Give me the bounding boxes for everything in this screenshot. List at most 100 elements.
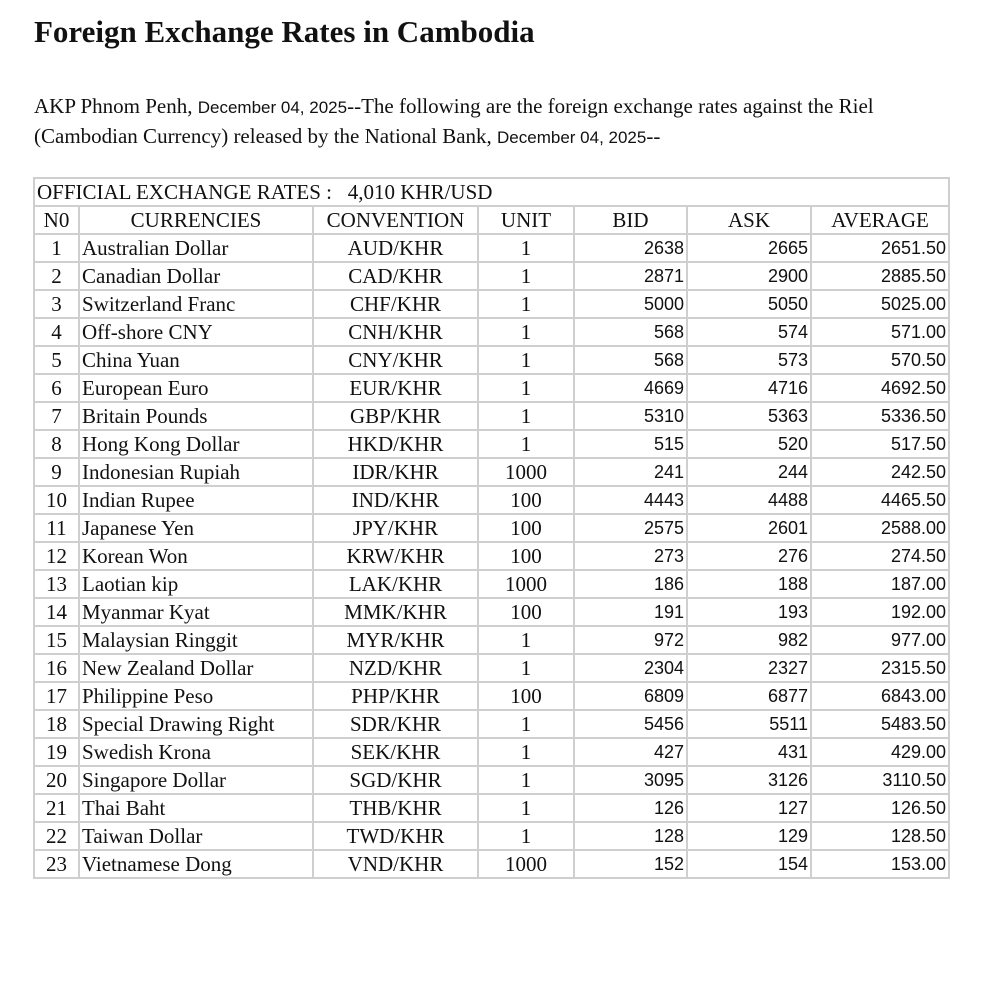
cell-ask: 573	[686, 345, 812, 375]
cell-currency: Korean Won	[78, 541, 314, 571]
cell-number: 2	[33, 261, 80, 291]
table-row: 16 New Zealand Dollar NZD/KHR 1 2304 2327 2315…	[33, 653, 951, 683]
cell-unit: 1	[477, 429, 575, 459]
cell-ask: 982	[686, 625, 812, 655]
cell-ask: 5050	[686, 289, 812, 319]
cell-unit: 100	[477, 485, 575, 515]
cell-bid: 273	[573, 541, 688, 571]
cell-currency: Vietnamese Dong	[78, 849, 314, 879]
cell-average: 571.00	[809, 317, 951, 347]
official-rate-row: OFFICIAL EXCHANGE RATES : 4,010 KHR/USD	[32, 177, 951, 207]
cell-bid: 2304	[573, 653, 688, 683]
cell-average: 2588.00	[809, 513, 951, 543]
cell-unit: 1000	[477, 849, 575, 879]
cell-unit: 1	[477, 401, 575, 431]
cell-average: 242.50	[809, 457, 951, 487]
cell-unit: 1	[477, 793, 575, 823]
cell-ask: 276	[686, 541, 812, 571]
cell-ask: 574	[686, 317, 812, 347]
cell-currency: Canadian Dollar	[78, 261, 314, 291]
cell-average: 6843.00	[809, 681, 951, 711]
cell-currency: Britain Pounds	[78, 401, 314, 431]
table-row: 11 Japanese Yen JPY/KHR 100 2575 2601 2588.00	[33, 513, 951, 543]
table-row: 3 Switzerland Franc CHF/KHR 1 5000 5050 5025.0…	[33, 289, 951, 319]
cell-convention: PHP/KHR	[312, 681, 479, 711]
table-row: 6 European Euro EUR/KHR 1 4669 4716 4692.50	[33, 373, 951, 403]
cell-convention: TWD/KHR	[312, 821, 479, 851]
table-row: 15 Malaysian Ringgit MYR/KHR 1 972 982 977.00	[33, 625, 951, 655]
table-row: 21 Thai Baht THB/KHR 1 126 127 126.50	[33, 793, 951, 823]
intro-paragraph: AKP Phnom Penh, December 04, 2025--The f…	[34, 92, 954, 152]
cell-unit: 1	[477, 289, 575, 319]
cell-bid: 3095	[573, 765, 688, 795]
header-currency: CURRENCIES	[78, 205, 314, 235]
cell-currency: Special Drawing Right	[78, 709, 314, 739]
cell-convention: CNY/KHR	[312, 345, 479, 375]
cell-unit: 1	[477, 373, 575, 403]
cell-ask: 193	[686, 597, 812, 627]
release-date: December 04, 2025	[497, 128, 647, 147]
cell-ask: 4488	[686, 485, 812, 515]
cell-number: 22	[33, 821, 80, 851]
cell-currency: China Yuan	[78, 345, 314, 375]
intro-date: December 04, 2025	[197, 98, 348, 117]
cell-bid: 2575	[573, 513, 688, 543]
cell-unit: 1	[477, 345, 575, 375]
cell-average: 153.00	[809, 849, 951, 879]
cell-ask: 6877	[686, 681, 812, 711]
cell-average: 4692.50	[809, 373, 951, 403]
cell-ask: 127	[686, 793, 812, 823]
cell-currency: Myanmar Kyat	[78, 597, 314, 627]
cell-number: 10	[33, 485, 80, 515]
cell-bid: 6809	[573, 681, 688, 711]
cell-bid: 5310	[573, 401, 688, 431]
table-row: 2 Canadian Dollar CAD/KHR 1 2871 2900 2885.50	[33, 261, 951, 291]
cell-average: 5025.00	[809, 289, 951, 319]
header-number: N0	[33, 205, 80, 235]
table-row: 22 Taiwan Dollar TWD/KHR 1 128 129 128.50	[33, 821, 951, 851]
table-row: 1 Australian Dollar AUD/KHR 1 2638 2665 2651.5…	[33, 233, 951, 263]
cell-bid: 2871	[573, 261, 688, 291]
table-row: 7 Britain Pounds GBP/KHR 1 5310 5363 5336.50	[33, 401, 951, 431]
cell-average: 5483.50	[809, 709, 951, 739]
table-row: 5 China Yuan CNY/KHR 1 568 573 570.50	[33, 345, 951, 375]
cell-ask: 5511	[686, 709, 812, 739]
cell-unit: 1	[477, 625, 575, 655]
cell-number: 14	[33, 597, 80, 627]
intro-text: --The following are the foreign exchange…	[34, 94, 874, 148]
cell-ask: 244	[686, 457, 812, 487]
cell-currency: Philippine Peso	[78, 681, 314, 711]
cell-bid: 152	[573, 849, 688, 879]
table-row: 10 Indian Rupee IND/KHR 100 4443 4488 4465.50	[33, 485, 951, 515]
cell-bid: 128	[573, 821, 688, 851]
cell-ask: 4716	[686, 373, 812, 403]
cell-number: 17	[33, 681, 80, 711]
cell-currency: Malaysian Ringgit	[78, 625, 314, 655]
table-row: 17 Philippine Peso PHP/KHR 100 6809 6877 6843.…	[33, 681, 951, 711]
intro-prefix: AKP Phnom Penh,	[34, 94, 198, 118]
cell-convention: GBP/KHR	[312, 401, 479, 431]
cell-convention: CNH/KHR	[312, 317, 479, 347]
cell-currency: Hong Kong Dollar	[78, 429, 314, 459]
cell-average: 5336.50	[809, 401, 951, 431]
cell-currency: Switzerland Franc	[78, 289, 314, 319]
cell-unit: 100	[477, 513, 575, 543]
cell-currency: Taiwan Dollar	[78, 821, 314, 851]
cell-bid: 427	[573, 737, 688, 767]
table-row: 8 Hong Kong Dollar HKD/KHR 1 515 520 517.50	[33, 429, 951, 459]
cell-number: 13	[33, 569, 80, 599]
cell-number: 8	[33, 429, 80, 459]
table-row: 14 Myanmar Kyat MMK/KHR 100 191 193 192.00	[33, 597, 951, 627]
cell-average: 274.50	[809, 541, 951, 571]
cell-convention: IND/KHR	[312, 485, 479, 515]
cell-number: 6	[33, 373, 80, 403]
cell-ask: 129	[686, 821, 812, 851]
header-average: AVERAGE	[809, 205, 951, 235]
cell-convention: IDR/KHR	[312, 457, 479, 487]
cell-currency: Swedish Krona	[78, 737, 314, 767]
cell-ask: 2665	[686, 233, 812, 263]
cell-number: 15	[33, 625, 80, 655]
exchange-rate-table: OFFICIAL EXCHANGE RATES : 4,010 KHR/USD …	[32, 177, 951, 879]
cell-currency: Japanese Yen	[78, 513, 314, 543]
cell-number: 1	[33, 233, 80, 263]
